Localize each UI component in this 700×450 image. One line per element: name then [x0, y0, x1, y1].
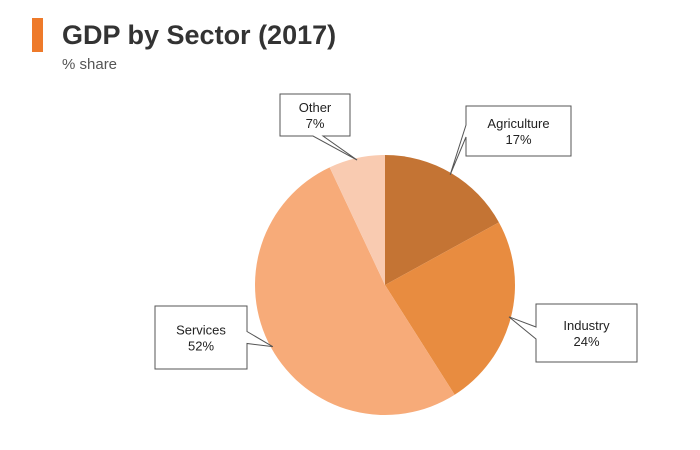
slice-label-agriculture: Agriculture: [487, 116, 549, 131]
slice-value-other: 7%: [306, 116, 325, 131]
slice-label-industry: Industry: [563, 318, 610, 333]
slice-value-services: 52%: [188, 339, 214, 354]
pie-slice-agriculture: [385, 155, 499, 285]
slice-value-industry: 24%: [573, 334, 599, 349]
slice-label-services: Services: [176, 323, 226, 338]
chart-title: GDP by Sector (2017): [62, 20, 337, 50]
slice-value-agriculture: 17%: [505, 132, 531, 147]
callout-box-other: [279, 93, 358, 161]
callout-box-services: [154, 305, 274, 370]
callout-box-agriculture: [449, 105, 572, 176]
slice-label-other: Other: [299, 100, 332, 115]
pie-slice-industry: [385, 222, 515, 395]
title-accent-bar: [32, 18, 43, 52]
pie-slice-other: [329, 155, 385, 285]
callout-box-industry: [508, 303, 638, 363]
pie-slice-services: [255, 167, 455, 415]
chart-subtitle: % share: [62, 56, 118, 73]
